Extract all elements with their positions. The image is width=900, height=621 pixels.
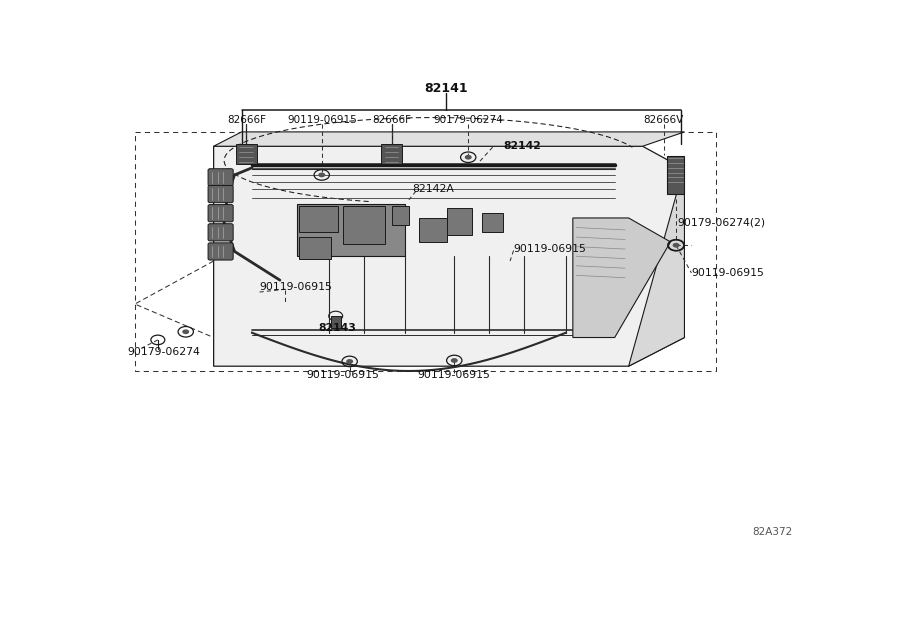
Text: 82141: 82141 xyxy=(424,83,468,96)
FancyBboxPatch shape xyxy=(381,144,402,164)
Text: 90119-06915: 90119-06915 xyxy=(514,244,587,254)
Polygon shape xyxy=(667,156,684,194)
Text: 90119-06915: 90119-06915 xyxy=(287,115,356,125)
FancyBboxPatch shape xyxy=(208,186,233,202)
Polygon shape xyxy=(628,165,684,366)
Text: 90119-06915: 90119-06915 xyxy=(691,268,764,278)
Bar xyxy=(300,237,331,258)
Text: 90179-06274(2): 90179-06274(2) xyxy=(678,218,766,228)
Text: 90119-06915: 90119-06915 xyxy=(306,370,379,380)
Circle shape xyxy=(182,329,189,334)
Bar xyxy=(300,206,338,232)
Polygon shape xyxy=(213,132,684,147)
Text: 82666V: 82666V xyxy=(644,115,684,125)
Polygon shape xyxy=(573,218,670,338)
Text: 82143: 82143 xyxy=(319,323,356,333)
Bar xyxy=(482,213,503,232)
FancyBboxPatch shape xyxy=(236,144,256,164)
Text: 82666F: 82666F xyxy=(227,115,266,125)
Text: 82142A: 82142A xyxy=(412,184,454,194)
Polygon shape xyxy=(297,204,405,256)
Text: 82142: 82142 xyxy=(503,141,541,152)
FancyBboxPatch shape xyxy=(208,224,233,241)
Text: 90119-06915: 90119-06915 xyxy=(259,283,332,292)
Bar xyxy=(447,209,472,235)
Bar xyxy=(343,206,384,244)
Text: 90119-06915: 90119-06915 xyxy=(418,370,491,380)
Circle shape xyxy=(346,359,353,364)
Bar xyxy=(419,218,447,242)
Bar xyxy=(331,316,341,328)
Circle shape xyxy=(672,243,680,248)
Polygon shape xyxy=(213,147,684,366)
Text: 82A372: 82A372 xyxy=(752,527,793,537)
Text: 90179-06274: 90179-06274 xyxy=(128,347,201,357)
Circle shape xyxy=(319,173,325,178)
Text: 82666F: 82666F xyxy=(372,115,411,125)
FancyBboxPatch shape xyxy=(208,204,233,222)
Circle shape xyxy=(464,155,472,160)
FancyBboxPatch shape xyxy=(208,169,233,186)
Text: 90179-06274: 90179-06274 xyxy=(434,115,503,125)
Circle shape xyxy=(451,358,458,363)
Bar xyxy=(392,206,409,225)
FancyBboxPatch shape xyxy=(208,243,233,260)
